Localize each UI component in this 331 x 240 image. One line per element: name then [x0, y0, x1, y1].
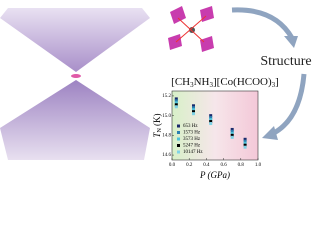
- data-point: [243, 145, 247, 149]
- formula-part: NH: [194, 76, 210, 88]
- data-point: [209, 114, 213, 118]
- data-point: [174, 97, 178, 101]
- data-point: [243, 141, 247, 145]
- data-point: [192, 110, 195, 114]
- formula-part: ]: [275, 76, 279, 88]
- arrow: [231, 7, 295, 40]
- data-point: [230, 135, 234, 139]
- x-tick-label: 0.8: [238, 163, 245, 168]
- data-point: [174, 103, 178, 107]
- legend-marker: [177, 150, 180, 154]
- subscript: 3: [190, 81, 194, 89]
- label-part: T: [152, 132, 162, 138]
- y-tick-label: 14.8: [162, 133, 171, 138]
- data-point: [192, 106, 195, 110]
- x-tick-label: 1.0: [255, 163, 262, 168]
- graphical-abstract: Structure [CH3NH3][Co(HCOO)3] 15.215.014…: [0, 0, 312, 181]
- x-axis-label: P (GPa): [199, 170, 230, 180]
- formula: [CH3NH3][Co(HCOO)3]: [171, 76, 279, 89]
- data-point: [230, 131, 234, 135]
- data-point: [209, 118, 213, 122]
- crystal-structure: [150, 0, 226, 62]
- data-point: [192, 108, 195, 112]
- legend-label: 10147 Hz: [183, 150, 203, 155]
- formula-part: ][Co(HCOO): [213, 76, 272, 88]
- legend-marker: [177, 137, 180, 141]
- y-tick-label: 15.0: [162, 114, 171, 119]
- diamond-anvils: [0, 8, 150, 160]
- arrow-head: [262, 126, 278, 140]
- legend-label: 1573 Hz: [183, 131, 201, 136]
- legend-label: 653 Hz: [183, 124, 198, 129]
- legend-marker: [177, 144, 180, 147]
- subscript: N: [157, 128, 163, 133]
- legend-marker: [177, 124, 180, 128]
- y-tick-label: 15.2: [162, 94, 171, 99]
- data-point: [243, 137, 247, 141]
- data-point: [192, 104, 195, 108]
- arrow: [270, 73, 307, 137]
- y-axis-label: TN (K): [152, 113, 163, 137]
- inset-chart: 15.2 15.0 14.8 14.6 0.0 0.2 0.4 0.6 0.8 1.0 P (GPa…: [152, 90, 262, 180]
- data-point: [209, 116, 213, 120]
- data-point: [209, 120, 213, 124]
- legend-marker: [177, 131, 180, 134]
- data-point: [209, 122, 213, 126]
- data-point: [174, 99, 178, 103]
- structure-label: Structure: [260, 54, 311, 69]
- data-point: [174, 101, 178, 105]
- legend-label: 3573 Hz: [183, 137, 201, 142]
- subscript: 3: [272, 81, 276, 89]
- x-tick-label: 0.6: [220, 163, 227, 168]
- label-part: (K): [152, 113, 162, 128]
- x-tick-label: 0.4: [203, 163, 210, 168]
- plot-frame: [171, 90, 259, 161]
- data-point: [174, 105, 178, 109]
- data-point: [230, 127, 234, 131]
- arrow-head: [284, 36, 298, 48]
- data-point: [243, 143, 247, 147]
- legend-label: 5247 Hz: [183, 144, 201, 149]
- formula-part: [CH: [171, 76, 190, 88]
- y-tick-label: 14.6: [162, 153, 171, 158]
- data-point: [192, 112, 195, 116]
- x-tick-label: 0.0: [169, 163, 176, 168]
- data-point: [230, 133, 234, 137]
- data-point: [230, 129, 234, 133]
- subscript: 3: [210, 81, 214, 89]
- x-tick-label: 0.2: [186, 163, 193, 168]
- data-point: [243, 139, 247, 143]
